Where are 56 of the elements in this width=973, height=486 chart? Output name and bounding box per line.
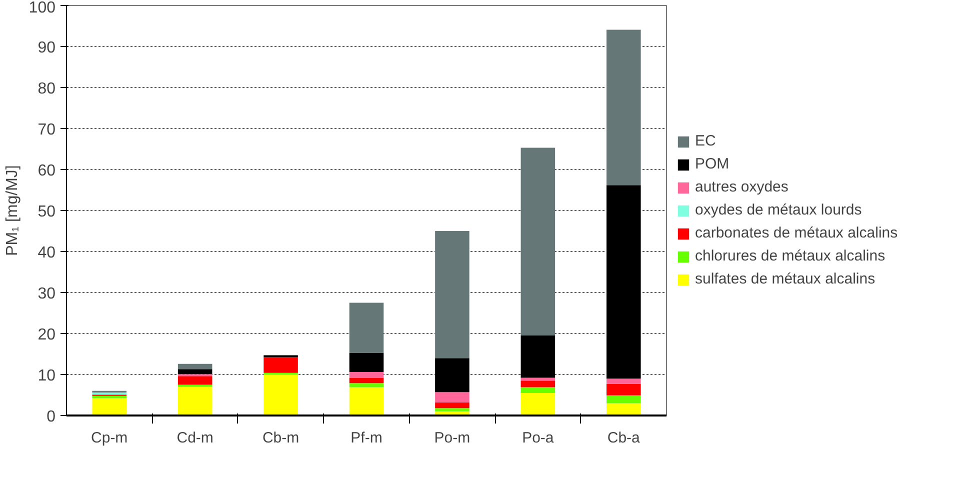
legend-label: oxydes de métaux lourds — [695, 202, 862, 218]
bar — [606, 378, 641, 384]
y-tick-label: 70 — [38, 122, 56, 138]
y-tick-label: 40 — [38, 244, 56, 262]
bar — [606, 384, 641, 396]
x-tick-label: Cd-m — [176, 430, 214, 446]
x-tick-label: Cb-m — [262, 430, 300, 446]
bar — [435, 358, 470, 392]
bar — [349, 378, 384, 384]
bar — [349, 352, 384, 372]
bar — [606, 30, 641, 186]
y-tick-label: 20 — [38, 326, 56, 344]
bar — [178, 376, 212, 385]
bar — [178, 369, 212, 374]
bar — [435, 231, 470, 358]
legend-label: chlorures de métaux alcalins — [695, 248, 886, 264]
bar — [349, 372, 384, 378]
x-tick-label: Cp-m — [91, 430, 128, 446]
y-tick-label: 50 — [38, 204, 56, 220]
bar — [520, 387, 556, 393]
bar — [606, 403, 641, 416]
bar — [349, 302, 384, 353]
x-tick-label: Cb-a — [607, 430, 641, 446]
bar — [92, 398, 126, 416]
bar — [349, 383, 384, 388]
legend-label: EC — [695, 132, 716, 150]
legend-label: sulfates de métaux alcalins — [695, 270, 876, 288]
x-tick-label: Po-m — [434, 430, 470, 446]
bar — [435, 408, 470, 412]
bar — [264, 357, 298, 373]
bar — [264, 374, 298, 416]
bar — [606, 395, 641, 404]
y-tick-label: 80 — [38, 80, 56, 98]
bar — [520, 148, 556, 336]
y-tick-label: 0 — [46, 408, 56, 426]
bar — [92, 396, 126, 398]
bar — [435, 402, 470, 408]
bar — [606, 185, 641, 379]
y-tick-label: 60 — [38, 162, 56, 180]
y-axis-title: PM₁ [mg/MJ] — [4, 165, 21, 256]
y-tick-label: 100 — [28, 0, 56, 16]
legend-label: carbonates de métaux alcalins — [695, 224, 898, 242]
x-tick-label: Pf-m — [350, 430, 382, 446]
x-tick-label: Po-a — [522, 430, 554, 446]
y-tick-label: 30 — [38, 286, 56, 302]
bar — [178, 364, 212, 370]
bar — [435, 392, 470, 402]
y-tick-label: 10 — [38, 368, 56, 384]
bar — [520, 336, 556, 378]
bar — [349, 387, 384, 416]
bar — [178, 386, 212, 416]
y-tick-label: 90 — [38, 40, 56, 56]
bar — [520, 392, 556, 416]
legend-label: POM — [695, 156, 730, 172]
legend-label: autres oxydes — [695, 178, 788, 196]
bar — [520, 380, 556, 388]
